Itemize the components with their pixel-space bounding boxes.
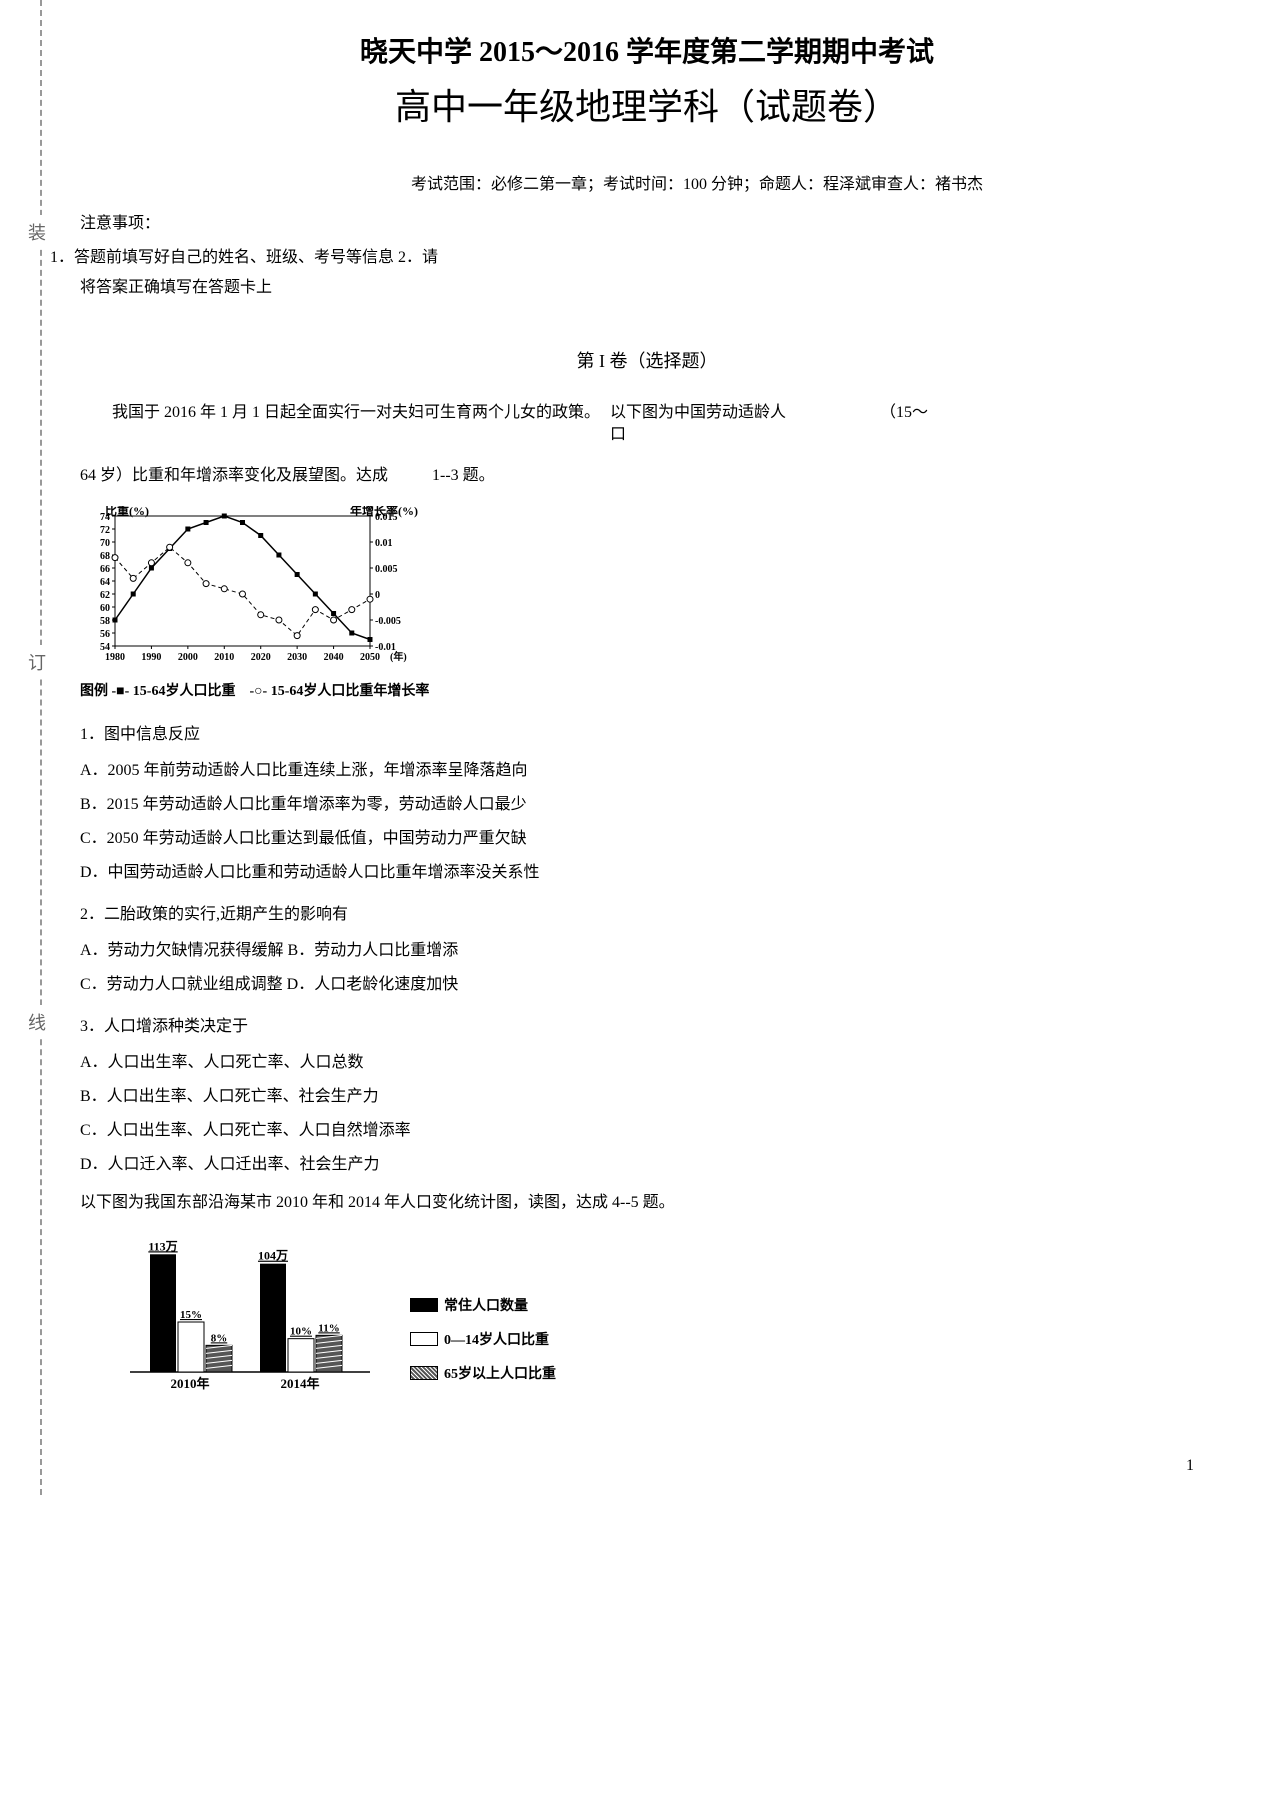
chart1-container: 5456586062646668707274-0.01-0.00500.0050… (80, 506, 1214, 700)
binding-label-top: 装 (28, 215, 46, 249)
svg-text:0.01: 0.01 (375, 538, 393, 549)
svg-text:15%: 15% (180, 1309, 202, 1321)
svg-text:2010: 2010 (214, 652, 234, 663)
svg-text:72: 72 (100, 525, 110, 536)
svg-text:68: 68 (100, 551, 110, 562)
svg-text:70: 70 (100, 538, 110, 549)
svg-text:比重(%): 比重(%) (105, 506, 149, 518)
legend-box-0 (410, 1298, 438, 1312)
page-content: 晓天中学 2015～2016 学年度第二学期期中考试 高中一年级地理学科（试题卷… (80, 30, 1214, 1397)
intro-right: 以下图为中国劳动适龄人口 (610, 402, 790, 447)
q1-B: B．2015 年劳动适龄人口比重年增添率为零，劳动适龄人口最少 (80, 790, 1214, 814)
q3-stem: 3．人口增添种类决定于 (80, 1012, 1214, 1036)
chart1-svg: 5456586062646668707274-0.01-0.00500.0050… (80, 506, 420, 671)
legend-box-1 (410, 1332, 438, 1346)
q3-D: D．人口迁入率、人口迁出率、社会生产力 (80, 1150, 1214, 1174)
svg-text:2040: 2040 (324, 652, 344, 663)
page-number: 1 (0, 1457, 1194, 1475)
notice-header: 注意事项： (80, 209, 1214, 233)
legend-label-0: 常住人口数量 (444, 1295, 528, 1315)
svg-text:2050: 2050 (360, 652, 380, 663)
section-title: 第 I 卷（选择题） (80, 347, 1214, 373)
title-main: 晓天中学 2015～2016 学年度第二学期期中考试 (80, 30, 1214, 70)
intro-row: 我国于 2016 年 1 月 1 日起全面实行一对夫妇可生育两个儿女的政策。 以… (80, 398, 1214, 447)
notice-item-2: 将答案正确填写在答题卡上 (110, 273, 1214, 297)
q3-B: B．人口出生率、人口死亡率、社会生产力 (80, 1082, 1214, 1106)
q1-A: A．2005 年前劳动适龄人口比重连续上涨，年增添率呈降落趋向 (80, 756, 1214, 780)
svg-text:0.005: 0.005 (375, 564, 398, 575)
svg-text:2000: 2000 (178, 652, 198, 663)
chart2-legend: 常住人口数量 0—14岁人口比重 65岁以上人口比重 (410, 1281, 556, 1397)
svg-text:66: 66 (100, 564, 110, 575)
svg-text:11%: 11% (318, 1323, 339, 1335)
intro-line2-a: 64 岁）比重和年增添率变化及展望图。达成 (80, 467, 388, 484)
intro-line2-b: 1--3 题。 (432, 467, 495, 484)
exam-info: 考试范围：必修二第一章；考试时间：100 分钟；命题人：程泽斌审查人：褚书杰 (180, 170, 1214, 194)
legend-item-1: 0—14岁人口比重 (410, 1329, 556, 1349)
svg-text:64: 64 (100, 577, 110, 588)
legend-item-0: 常住人口数量 (410, 1295, 556, 1315)
svg-text:104万: 104万 (258, 1249, 288, 1263)
svg-text:2010年: 2010年 (170, 1376, 209, 1391)
svg-text:2014年: 2014年 (280, 1376, 319, 1391)
q3-A: A．人口出生率、人口死亡率、人口总数 (80, 1048, 1214, 1072)
chart2-svg: 113万 15% 8% 2010年 104万 10% 11% 2014年 (120, 1232, 380, 1392)
q3-C: C．人口出生率、人口死亡率、人口自然增添率 (80, 1116, 1214, 1140)
svg-text:2030: 2030 (287, 652, 307, 663)
legend-label-2: 65岁以上人口比重 (444, 1363, 556, 1383)
title-sub: 高中一年级地理学科（试题卷） (80, 78, 1214, 130)
svg-text:年增长率(%): 年增长率(%) (350, 506, 418, 518)
svg-text:(年): (年) (390, 650, 407, 663)
q2-C: C．劳动力人口就业组成调整 D．人口老龄化速度加快 (80, 970, 1214, 994)
q1-stem: 1．图中信息反应 (80, 720, 1214, 744)
intro-tail: （15～ (880, 398, 928, 422)
chart2-container: 113万 15% 8% 2010年 104万 10% 11% 2014年 常住人口数量 0—1… (80, 1232, 1214, 1397)
notice-item-1: 1．答题前填写好自己的姓名、班级、考号等信息 2．请 (80, 243, 1214, 267)
svg-text:60: 60 (100, 603, 110, 614)
binding-label-bot: 线 (28, 1005, 46, 1039)
legend-item-2: 65岁以上人口比重 (410, 1363, 556, 1383)
legend-box-2 (410, 1366, 438, 1380)
svg-text:2020: 2020 (251, 652, 271, 663)
svg-text:1990: 1990 (141, 652, 161, 663)
q2-stem: 2．二胎政策的实行,近期产生的影响有 (80, 900, 1214, 924)
intro-line2: 64 岁）比重和年增添率变化及展望图。达成 1--3 题。 (80, 462, 1214, 491)
svg-text:1980: 1980 (105, 652, 125, 663)
q1-C: C．2050 年劳动适龄人口比重达到最低值，中国劳动力严重欠缺 (80, 824, 1214, 848)
intro2: 以下图为我国东部沿海某市 2010 年和 2014 年人口变化统计图，读图，达成… (80, 1189, 1214, 1218)
chart1-legend: 图例 -■- 15-64岁人口比重 -○- 15-64岁人口比重年增长率 (80, 680, 1214, 700)
binding-label-mid: 订 (28, 645, 46, 679)
svg-text:8%: 8% (211, 1333, 228, 1345)
svg-text:10%: 10% (290, 1326, 312, 1338)
svg-text:-0.005: -0.005 (375, 616, 401, 627)
q1-D: D．中国劳动适龄人口比重和劳动适龄人口比重年增添率没关系性 (80, 858, 1214, 882)
svg-text:58: 58 (100, 616, 110, 627)
svg-text:113万: 113万 (148, 1240, 177, 1254)
intro-left: 我国于 2016 年 1 月 1 日起全面实行一对夫妇可生育两个儿女的政策。 (80, 398, 600, 422)
svg-text:62: 62 (100, 590, 110, 601)
legend-label-1: 0—14岁人口比重 (444, 1329, 549, 1349)
svg-text:0: 0 (375, 590, 380, 601)
q2-A: A．劳动力欠缺情况获得缓解 B．劳动力人口比重增添 (80, 936, 1214, 960)
svg-text:56: 56 (100, 629, 110, 640)
